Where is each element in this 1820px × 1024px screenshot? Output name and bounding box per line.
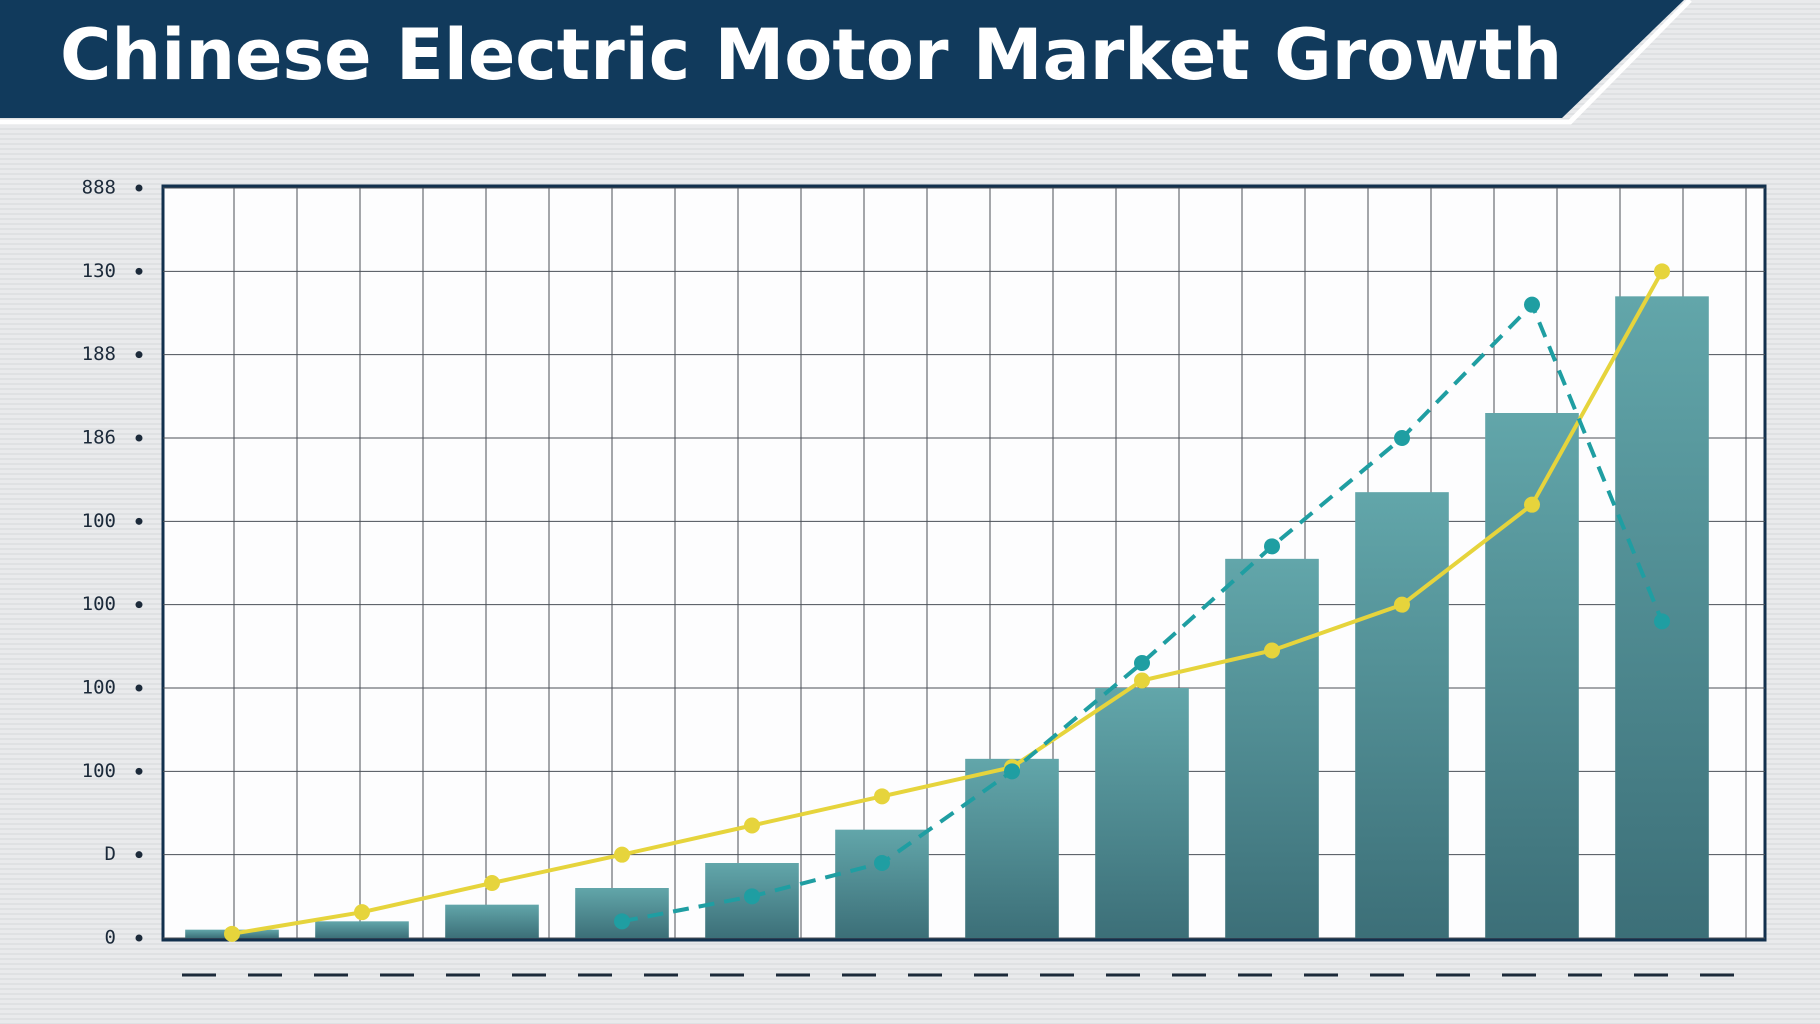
series-point bbox=[1394, 596, 1410, 613]
bar bbox=[835, 829, 929, 938]
series-point bbox=[1134, 655, 1150, 671]
y-tick-label: 100 bbox=[82, 760, 116, 782]
bar bbox=[1225, 558, 1319, 938]
bar bbox=[445, 904, 539, 938]
series-point bbox=[354, 904, 370, 921]
bar bbox=[965, 758, 1059, 938]
header-band bbox=[0, 0, 1684, 118]
y-tick-mark bbox=[135, 184, 143, 192]
y-tick-label: 100 bbox=[82, 510, 116, 532]
bar bbox=[575, 888, 669, 938]
header-edge bbox=[0, 0, 1692, 125]
series-point bbox=[224, 925, 240, 942]
series-point bbox=[874, 788, 890, 805]
series-point bbox=[1524, 496, 1540, 513]
y-tick-label: 186 bbox=[82, 427, 116, 449]
series-point bbox=[874, 855, 890, 871]
y-tick-label: 188 bbox=[82, 343, 116, 365]
y-tick-mark bbox=[135, 684, 143, 692]
series-point bbox=[1654, 613, 1670, 630]
series-point bbox=[614, 846, 630, 863]
y-tick-label: D bbox=[105, 843, 116, 865]
series-point bbox=[1004, 763, 1020, 780]
bar bbox=[1485, 413, 1579, 938]
y-tick-label: 0 bbox=[105, 927, 116, 949]
bar bbox=[315, 921, 409, 938]
bar bbox=[1095, 688, 1189, 938]
y-tick-label: 100 bbox=[82, 677, 116, 699]
y-tick-mark bbox=[135, 351, 143, 359]
bar bbox=[1355, 492, 1449, 938]
series-point bbox=[1264, 538, 1280, 555]
series-point bbox=[1654, 263, 1670, 280]
y-tick-mark bbox=[135, 517, 143, 525]
y-tick-mark bbox=[135, 934, 143, 942]
y-tick-label: 100 bbox=[82, 593, 116, 615]
series-point bbox=[614, 913, 630, 930]
y-tick-mark bbox=[135, 601, 143, 609]
y-tick-label: 130 bbox=[82, 260, 116, 282]
y-tick-mark bbox=[135, 267, 143, 275]
series-point bbox=[1524, 296, 1540, 313]
y-tick-mark bbox=[135, 767, 143, 775]
series-line bbox=[231, 270, 1664, 936]
y-tick-label: 888 bbox=[82, 177, 116, 199]
series-point bbox=[1394, 430, 1410, 446]
chart-title: Chinese Electric Motor Market Growth bbox=[60, 14, 1562, 96]
series-point bbox=[744, 888, 760, 905]
y-tick-mark bbox=[135, 851, 143, 859]
series-point bbox=[1264, 642, 1280, 659]
series-point bbox=[744, 817, 760, 834]
y-tick-mark bbox=[135, 434, 143, 442]
series-point bbox=[1134, 672, 1150, 689]
series-point bbox=[484, 875, 500, 891]
